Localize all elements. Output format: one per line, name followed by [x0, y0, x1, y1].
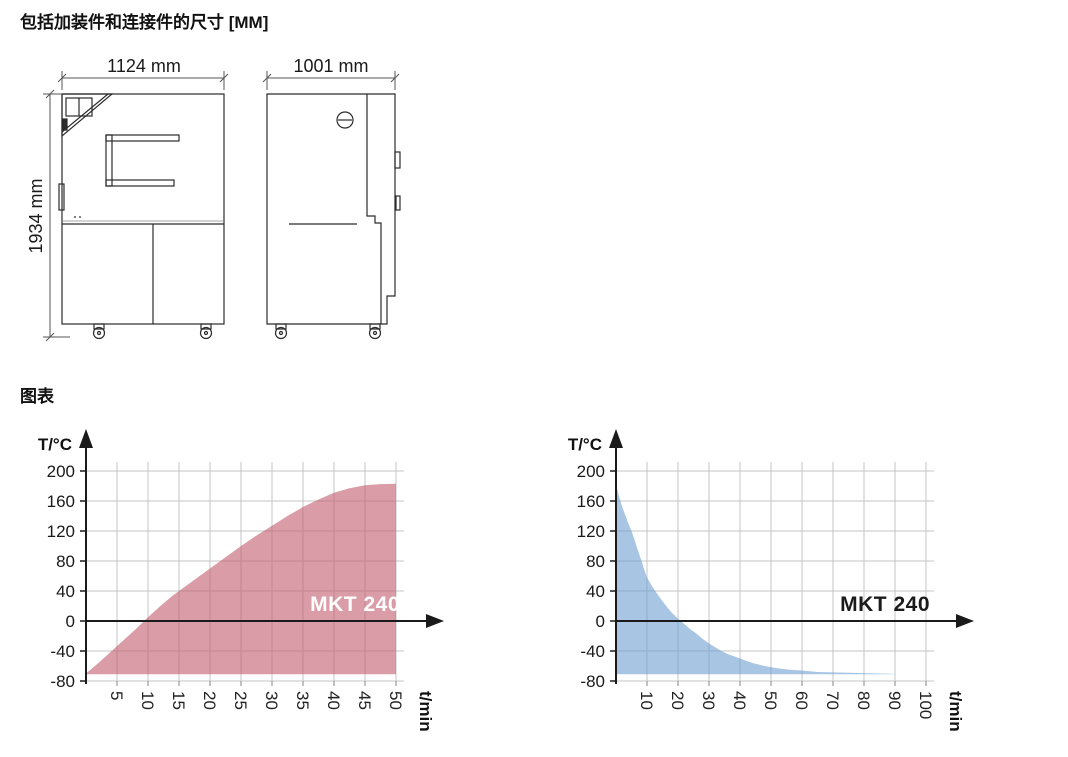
side-view-drawing: 1001 mm	[262, 56, 401, 340]
area-fill	[616, 484, 895, 675]
y-axis-title: T/°C	[568, 435, 602, 454]
x-axis-title: t/min	[416, 691, 435, 732]
heating-curve-chart: -80 -40 0 40 80 120 160 200 5 10 15 20 25 30 35 40 45 50 T…	[24, 424, 456, 756]
x-tick-label: 70	[823, 691, 842, 710]
x-axis-arrow	[426, 614, 444, 628]
y-tick-label: 120	[47, 522, 75, 541]
x-tick-label: 30	[262, 691, 281, 710]
x-tick-label: 80	[854, 691, 873, 710]
side-casters	[274, 323, 382, 340]
y-tick-label: 200	[577, 462, 605, 481]
x-tick-label: 20	[668, 691, 687, 710]
y-tick-label: 160	[577, 492, 605, 511]
y-tick-label: 0	[596, 612, 605, 631]
y-tick-label: -40	[580, 642, 605, 661]
front-cabinet-outline	[58, 93, 225, 325]
side-width-label: 1001 mm	[293, 56, 368, 76]
x-tick-label: 25	[231, 691, 250, 710]
charts-section: -80 -40 0 40 80 120 160 200 5 10 15 20 25 30 35 40 45 50 T…	[0, 424, 1068, 757]
series-label: MKT 240	[310, 593, 400, 616]
y-tick-label: 200	[47, 462, 75, 481]
charts-heading: 图表	[20, 387, 54, 406]
y-tick-label: 80	[56, 552, 75, 571]
y-axis-arrow	[609, 429, 623, 448]
cooling-ramp-svg: -80 -40 0 40 80 120 160 200 10 20 30 40 50 60 70 80 90 10…	[568, 429, 974, 732]
series-label: MKT 240	[840, 593, 930, 616]
y-tick-label: -80	[50, 672, 75, 691]
side-width-dimension-line	[262, 71, 400, 90]
x-tick-label: 90	[885, 691, 904, 710]
area-fill	[86, 483, 396, 675]
y-tick-label: 0	[66, 612, 75, 631]
dimension-drawings: 1124 mm 1934 mm	[28, 56, 407, 348]
side-cabinet-outline	[266, 93, 401, 325]
y-tick-label: 40	[586, 582, 605, 601]
front-width-label: 1124 mm	[107, 56, 181, 76]
y-tick-label: 160	[47, 492, 75, 511]
x-tick-label: 50	[761, 691, 780, 710]
x-tick-label: 50	[386, 691, 405, 710]
y-axis-arrow	[79, 429, 93, 448]
x-tick-label: 15	[169, 691, 188, 710]
x-axis-title: t/min	[946, 691, 965, 732]
y-tick-label: -40	[50, 642, 75, 661]
heating-ramp-svg: -80 -40 0 40 80 120 160 200 5 10 15 20 25 30 35 40 45 50 T…	[38, 429, 444, 732]
front-width-dimension-line	[57, 71, 229, 90]
x-tick-label: 35	[293, 691, 312, 710]
y-tick-label: 120	[577, 522, 605, 541]
x-tick-label: 30	[699, 691, 718, 710]
front-height-label: 1934 mm	[28, 178, 46, 253]
x-tick-label: 45	[355, 691, 374, 710]
x-tick-label: 100	[916, 691, 935, 719]
y-tick-label: -80	[580, 672, 605, 691]
front-height-dimension-line	[43, 89, 70, 342]
y-tick-label: 80	[586, 552, 605, 571]
cooling-curve-chart: -80 -40 0 40 80 120 160 200 10 20 30 40 50 60 70 80 90 10…	[554, 424, 986, 756]
x-axis-arrow	[956, 614, 974, 628]
y-tick-label: 40	[56, 582, 75, 601]
x-tick-label: 40	[324, 691, 343, 710]
x-tick-label: 5	[107, 691, 126, 700]
x-tick-label: 10	[138, 691, 157, 710]
x-tick-label: 60	[792, 691, 811, 710]
x-tick-label: 10	[637, 691, 656, 710]
front-view-drawing: 1124 mm 1934 mm	[28, 56, 229, 342]
x-tick-label: 20	[200, 691, 219, 710]
y-axis-title: T/°C	[38, 435, 72, 454]
front-casters	[92, 323, 213, 340]
dimensions-heading: 包括加装件和连接件的尺寸 [MM]	[20, 13, 269, 32]
x-tick-label: 40	[730, 691, 749, 710]
